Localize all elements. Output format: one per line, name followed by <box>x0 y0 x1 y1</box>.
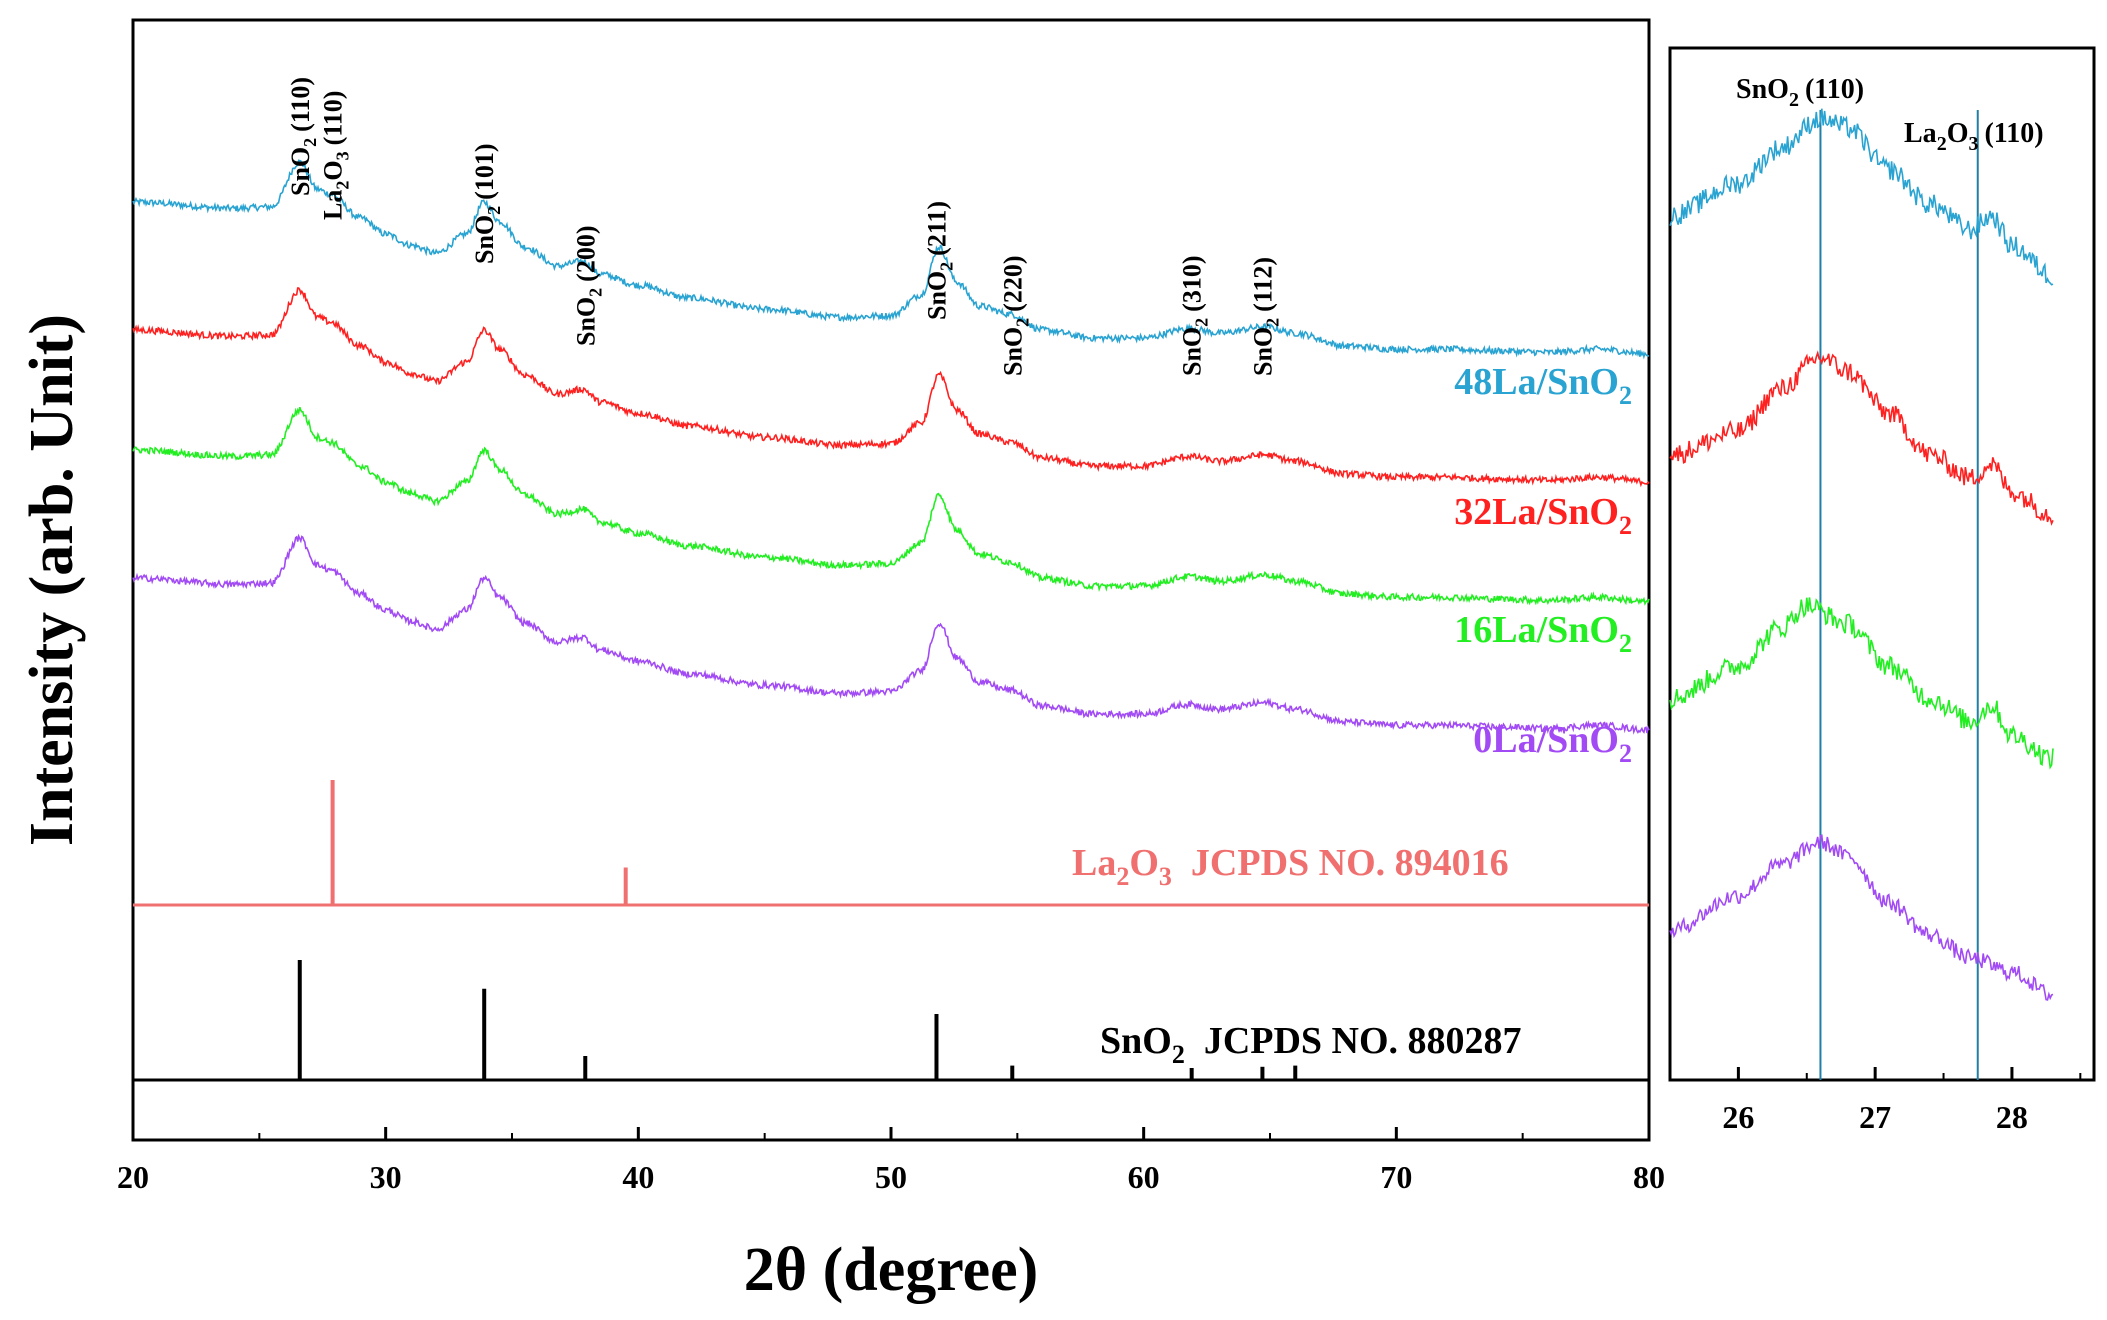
peak-annotation: SnO2(112) <box>1248 257 1282 376</box>
la2o3-jcpds-label: La2O3 JCPDS NO. 894016 <box>1072 842 1509 891</box>
inset-sno2-110-label: SnO2 (110) <box>1736 74 1864 111</box>
sno2-jcpds-label: SnO2 JCPDS NO. 880287 <box>1100 1020 1522 1069</box>
main-x-tick-label: 50 <box>875 1159 907 1195</box>
inset-reference-lines <box>1819 110 1979 1080</box>
main-plot-frame <box>131 18 1651 1142</box>
inset-series-lines <box>1669 108 2054 1001</box>
sno2-reference-peaks <box>297 960 1298 1080</box>
peak-annotations: SnO2(110)La2O3(110) SnO2(101) SnO2(200) SnO… <box>286 77 1283 376</box>
inset-x-tick-label: 28 <box>1996 1099 2028 1135</box>
series-line-16la-sno2 <box>132 406 1650 606</box>
inset-panel: 26 27 28 SnO2 (110) La2O3 (110) <box>1668 46 2096 1135</box>
peak-annotation: SnO2(211) <box>922 201 956 320</box>
inset-x-tick-labels: 26 27 28 <box>1722 1099 2028 1135</box>
inset-x-tick-label: 26 <box>1722 1099 1754 1135</box>
series-label-48la: 48La/SnO2 <box>1454 361 1632 410</box>
inset-plot-frame <box>1668 46 2096 1082</box>
series-line-0la-sno2 <box>132 533 1650 735</box>
inset-x-ticks <box>1669 1067 2082 1080</box>
inset-series-line-16la-sno2 <box>1669 597 2054 770</box>
main-x-tick-label: 30 <box>370 1159 402 1195</box>
inset-series-line-0la-sno2 <box>1669 834 2054 1001</box>
inset-series-line-32la-sno2 <box>1669 350 2054 526</box>
y-axis-title: Intensity (arb. Unit) <box>18 314 86 846</box>
series-label-0la: 0La/SnO2 <box>1473 719 1632 768</box>
peak-annotation: La2O3(110) <box>319 91 353 220</box>
series-label-16la: 16La/SnO2 <box>1454 609 1632 658</box>
peak-annotation: SnO2(220) <box>998 256 1032 376</box>
main-x-tick-label: 20 <box>117 1159 149 1195</box>
main-x-ticks <box>131 1127 1651 1140</box>
main-panel: 20 30 40 50 60 70 80 SnO2(110)La2O3(110)SnO2(1… <box>18 18 1665 1304</box>
main-x-tick-label: 60 <box>1128 1159 1160 1195</box>
series-line-48la-sno2 <box>132 159 1650 360</box>
x-axis-title: 2θ (degree) <box>744 1236 1039 1304</box>
la2o3-reference-peaks <box>330 780 628 905</box>
main-x-tick-labels: 20 30 40 50 60 70 80 <box>117 1159 1665 1195</box>
peak-annotation: SnO2(110) <box>286 77 320 196</box>
peak-annotation: SnO2(310) <box>1178 256 1212 376</box>
peak-annotation: SnO2(200) <box>571 226 605 346</box>
series-label-32la: 32La/SnO2 <box>1454 491 1632 540</box>
inset-x-tick-label: 27 <box>1859 1099 1891 1135</box>
peak-annotation: SnO2(101) <box>470 144 504 264</box>
series-line-32la-sno2 <box>132 287 1650 488</box>
main-x-tick-label: 80 <box>1633 1159 1665 1195</box>
main-x-tick-label: 70 <box>1380 1159 1412 1195</box>
main-series-lines <box>132 159 1650 735</box>
inset-series-line-48la-sno2 <box>1669 108 2054 286</box>
main-x-tick-label: 40 <box>622 1159 654 1195</box>
inset-la2o3-110-label: La2O3 (110) <box>1904 118 2044 155</box>
